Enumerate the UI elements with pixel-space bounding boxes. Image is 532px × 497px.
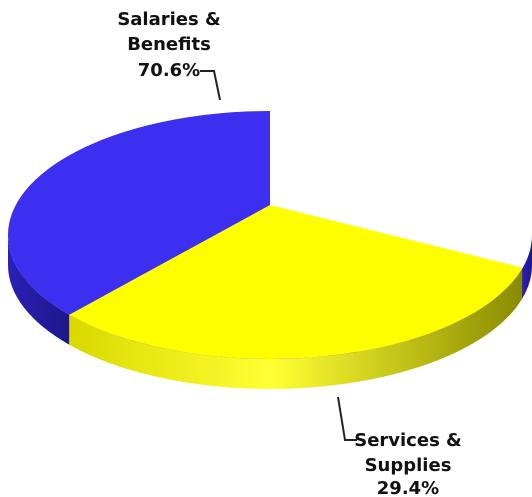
label-services-line-1: Services & xyxy=(354,430,462,451)
label-salaries-value: 70.6% xyxy=(138,60,200,81)
leader-line-services xyxy=(337,396,357,441)
pie-slice-services xyxy=(69,205,523,360)
leader-line-salaries xyxy=(200,70,221,101)
pie-slice-salaries-side-right xyxy=(522,235,532,299)
pie-slice-services-side xyxy=(69,268,523,390)
label-salaries-line-2: Benefits xyxy=(127,34,211,55)
label-services-line-2: Supplies xyxy=(365,455,452,476)
pie-slice-salaries-side-left xyxy=(7,235,70,345)
label-salaries-line-1: Salaries & xyxy=(117,9,220,30)
label-services-value: 29.4% xyxy=(377,478,439,497)
